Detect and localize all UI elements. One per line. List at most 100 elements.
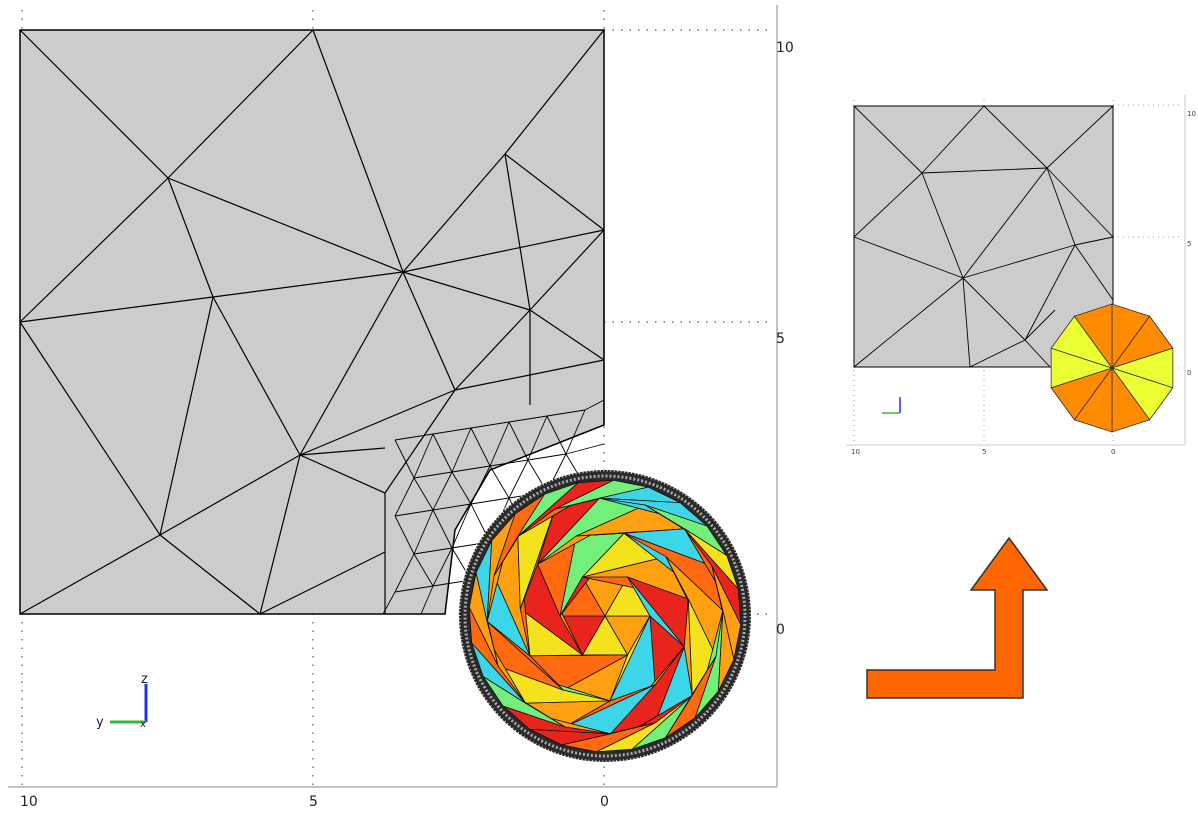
fine-mesh-edge bbox=[382, 591, 396, 615]
mesh-edge bbox=[504, 153, 605, 231]
fine-mesh-edge bbox=[584, 399, 605, 411]
mesh-edge bbox=[299, 454, 386, 494]
inset-mesh-edge bbox=[969, 339, 1026, 368]
fine-mesh-edge bbox=[489, 465, 510, 499]
fine-mesh-edge bbox=[432, 547, 453, 587]
fine-mesh-edge bbox=[489, 421, 510, 467]
fine-mesh-edge bbox=[432, 503, 472, 511]
z-axis-label: z bbox=[141, 672, 148, 687]
tetrahedral-ball-mesh bbox=[457, 468, 753, 764]
mesh-edge bbox=[212, 271, 404, 298]
inset-mesh-edge bbox=[962, 277, 1026, 341]
inset-mesh-edge bbox=[1046, 167, 1076, 246]
main-x-tick-0: 0 bbox=[600, 794, 609, 810]
mesh-edge bbox=[19, 296, 214, 323]
inset-mesh-edge bbox=[921, 105, 985, 174]
fine-mesh-edge bbox=[394, 585, 434, 593]
mesh-edge bbox=[19, 29, 169, 179]
y-axis-label: y bbox=[96, 715, 104, 730]
inset-mesh-edge bbox=[853, 172, 923, 238]
fine-mesh-edge bbox=[420, 585, 434, 615]
fine-mesh-edge bbox=[451, 471, 472, 505]
mesh-edge bbox=[402, 229, 605, 273]
coarse-mesh-edges bbox=[19, 29, 605, 615]
fine-mesh-edge bbox=[413, 547, 453, 555]
inset-y-tick-0: 0 bbox=[1187, 369, 1191, 377]
mesh-edge bbox=[19, 321, 161, 536]
inset-mesh-edge bbox=[1074, 244, 1114, 301]
inset-mesh-edge bbox=[962, 167, 1048, 279]
mesh-edge bbox=[384, 389, 456, 494]
main-y-tick-10: 10 bbox=[776, 40, 794, 56]
fine-mesh-edge bbox=[527, 415, 548, 461]
mesh-edge bbox=[529, 229, 605, 311]
fine-mesh-edge bbox=[394, 477, 415, 517]
mesh-edge bbox=[167, 29, 314, 179]
fine-mesh-edge bbox=[413, 509, 434, 555]
x-axis-label: x bbox=[140, 719, 146, 730]
fine-mesh-edge bbox=[470, 427, 491, 467]
mesh-edge bbox=[212, 296, 301, 456]
fine-mesh-edge bbox=[565, 443, 605, 455]
fine-mesh-edge bbox=[413, 471, 453, 479]
mesh-edge bbox=[504, 29, 605, 155]
fine-mesh-edge bbox=[394, 439, 415, 479]
fine-mesh-edge bbox=[413, 433, 434, 479]
fine-mesh-edge bbox=[451, 427, 472, 473]
inset-x-tick-labels: 10 5 0 bbox=[851, 448, 1115, 456]
coarse-octagon-ball bbox=[1050, 303, 1174, 433]
mesh-edge bbox=[299, 447, 386, 456]
fine-mesh-edge bbox=[546, 415, 567, 455]
inset-mesh-edge bbox=[853, 105, 923, 174]
fine-mesh-edge bbox=[413, 553, 434, 587]
octagon-element bbox=[1073, 303, 1113, 370]
refinement-arrow bbox=[866, 536, 1049, 699]
mesh-edge bbox=[159, 296, 214, 536]
mesh-edge bbox=[159, 534, 261, 615]
inset-mesh-edge bbox=[1046, 167, 1114, 238]
inset-mesh-edge bbox=[921, 172, 964, 279]
inset-mesh-edge bbox=[983, 105, 1048, 169]
inset-y-tick-5: 5 bbox=[1187, 240, 1191, 248]
fine-mesh-edge bbox=[394, 509, 434, 517]
main-y-tick-0: 0 bbox=[776, 622, 785, 638]
main-x-tick-10: 10 bbox=[20, 794, 38, 810]
fine-mesh-edge bbox=[489, 459, 529, 467]
mesh-edge bbox=[402, 271, 456, 391]
main-mesh-viewport: z y x 10 5 0 10 5 0 bbox=[8, 5, 794, 810]
fine-mesh-edge bbox=[451, 465, 491, 473]
inset-mesh-edge bbox=[853, 277, 964, 368]
mesh-edge bbox=[299, 271, 404, 456]
ball-element bbox=[683, 598, 693, 696]
fine-mesh-edge bbox=[451, 503, 472, 549]
fine-mesh-edge bbox=[470, 465, 491, 505]
fine-mesh-edge bbox=[508, 459, 529, 499]
mesh-edge bbox=[454, 309, 531, 391]
inset-mesh-edge bbox=[1024, 339, 1051, 368]
main-y-tick-5: 5 bbox=[776, 331, 785, 347]
inset-y-tick-labels: 10 5 0 bbox=[1187, 110, 1196, 377]
mesh-edge bbox=[402, 153, 506, 273]
fine-mesh-edge bbox=[508, 415, 548, 423]
mesh-edge bbox=[504, 153, 531, 311]
mesh-edge bbox=[529, 309, 605, 361]
fine-mesh-edge bbox=[470, 421, 510, 429]
inset-x-tick-10: 10 bbox=[851, 448, 860, 456]
fine-mesh-edge bbox=[565, 409, 586, 455]
inset-mesh-edge bbox=[962, 244, 1076, 279]
mesh-edge bbox=[159, 454, 301, 536]
inset-mesh-edge bbox=[921, 167, 1048, 174]
inset-axis-triad bbox=[882, 397, 901, 414]
ball-colored-elements bbox=[468, 479, 742, 753]
ball-element bbox=[665, 655, 717, 739]
inset-mesh-edge bbox=[853, 236, 964, 279]
mesh-edge bbox=[402, 271, 531, 311]
fine-mesh-edge bbox=[432, 471, 453, 511]
inset-mesh-edges bbox=[853, 105, 1114, 368]
fine-mesh-edge bbox=[508, 421, 529, 461]
mesh-edge bbox=[299, 389, 456, 456]
mesh-edge bbox=[312, 29, 404, 273]
mesh-edge bbox=[167, 177, 404, 273]
inset-mesh-edge bbox=[1074, 236, 1114, 246]
